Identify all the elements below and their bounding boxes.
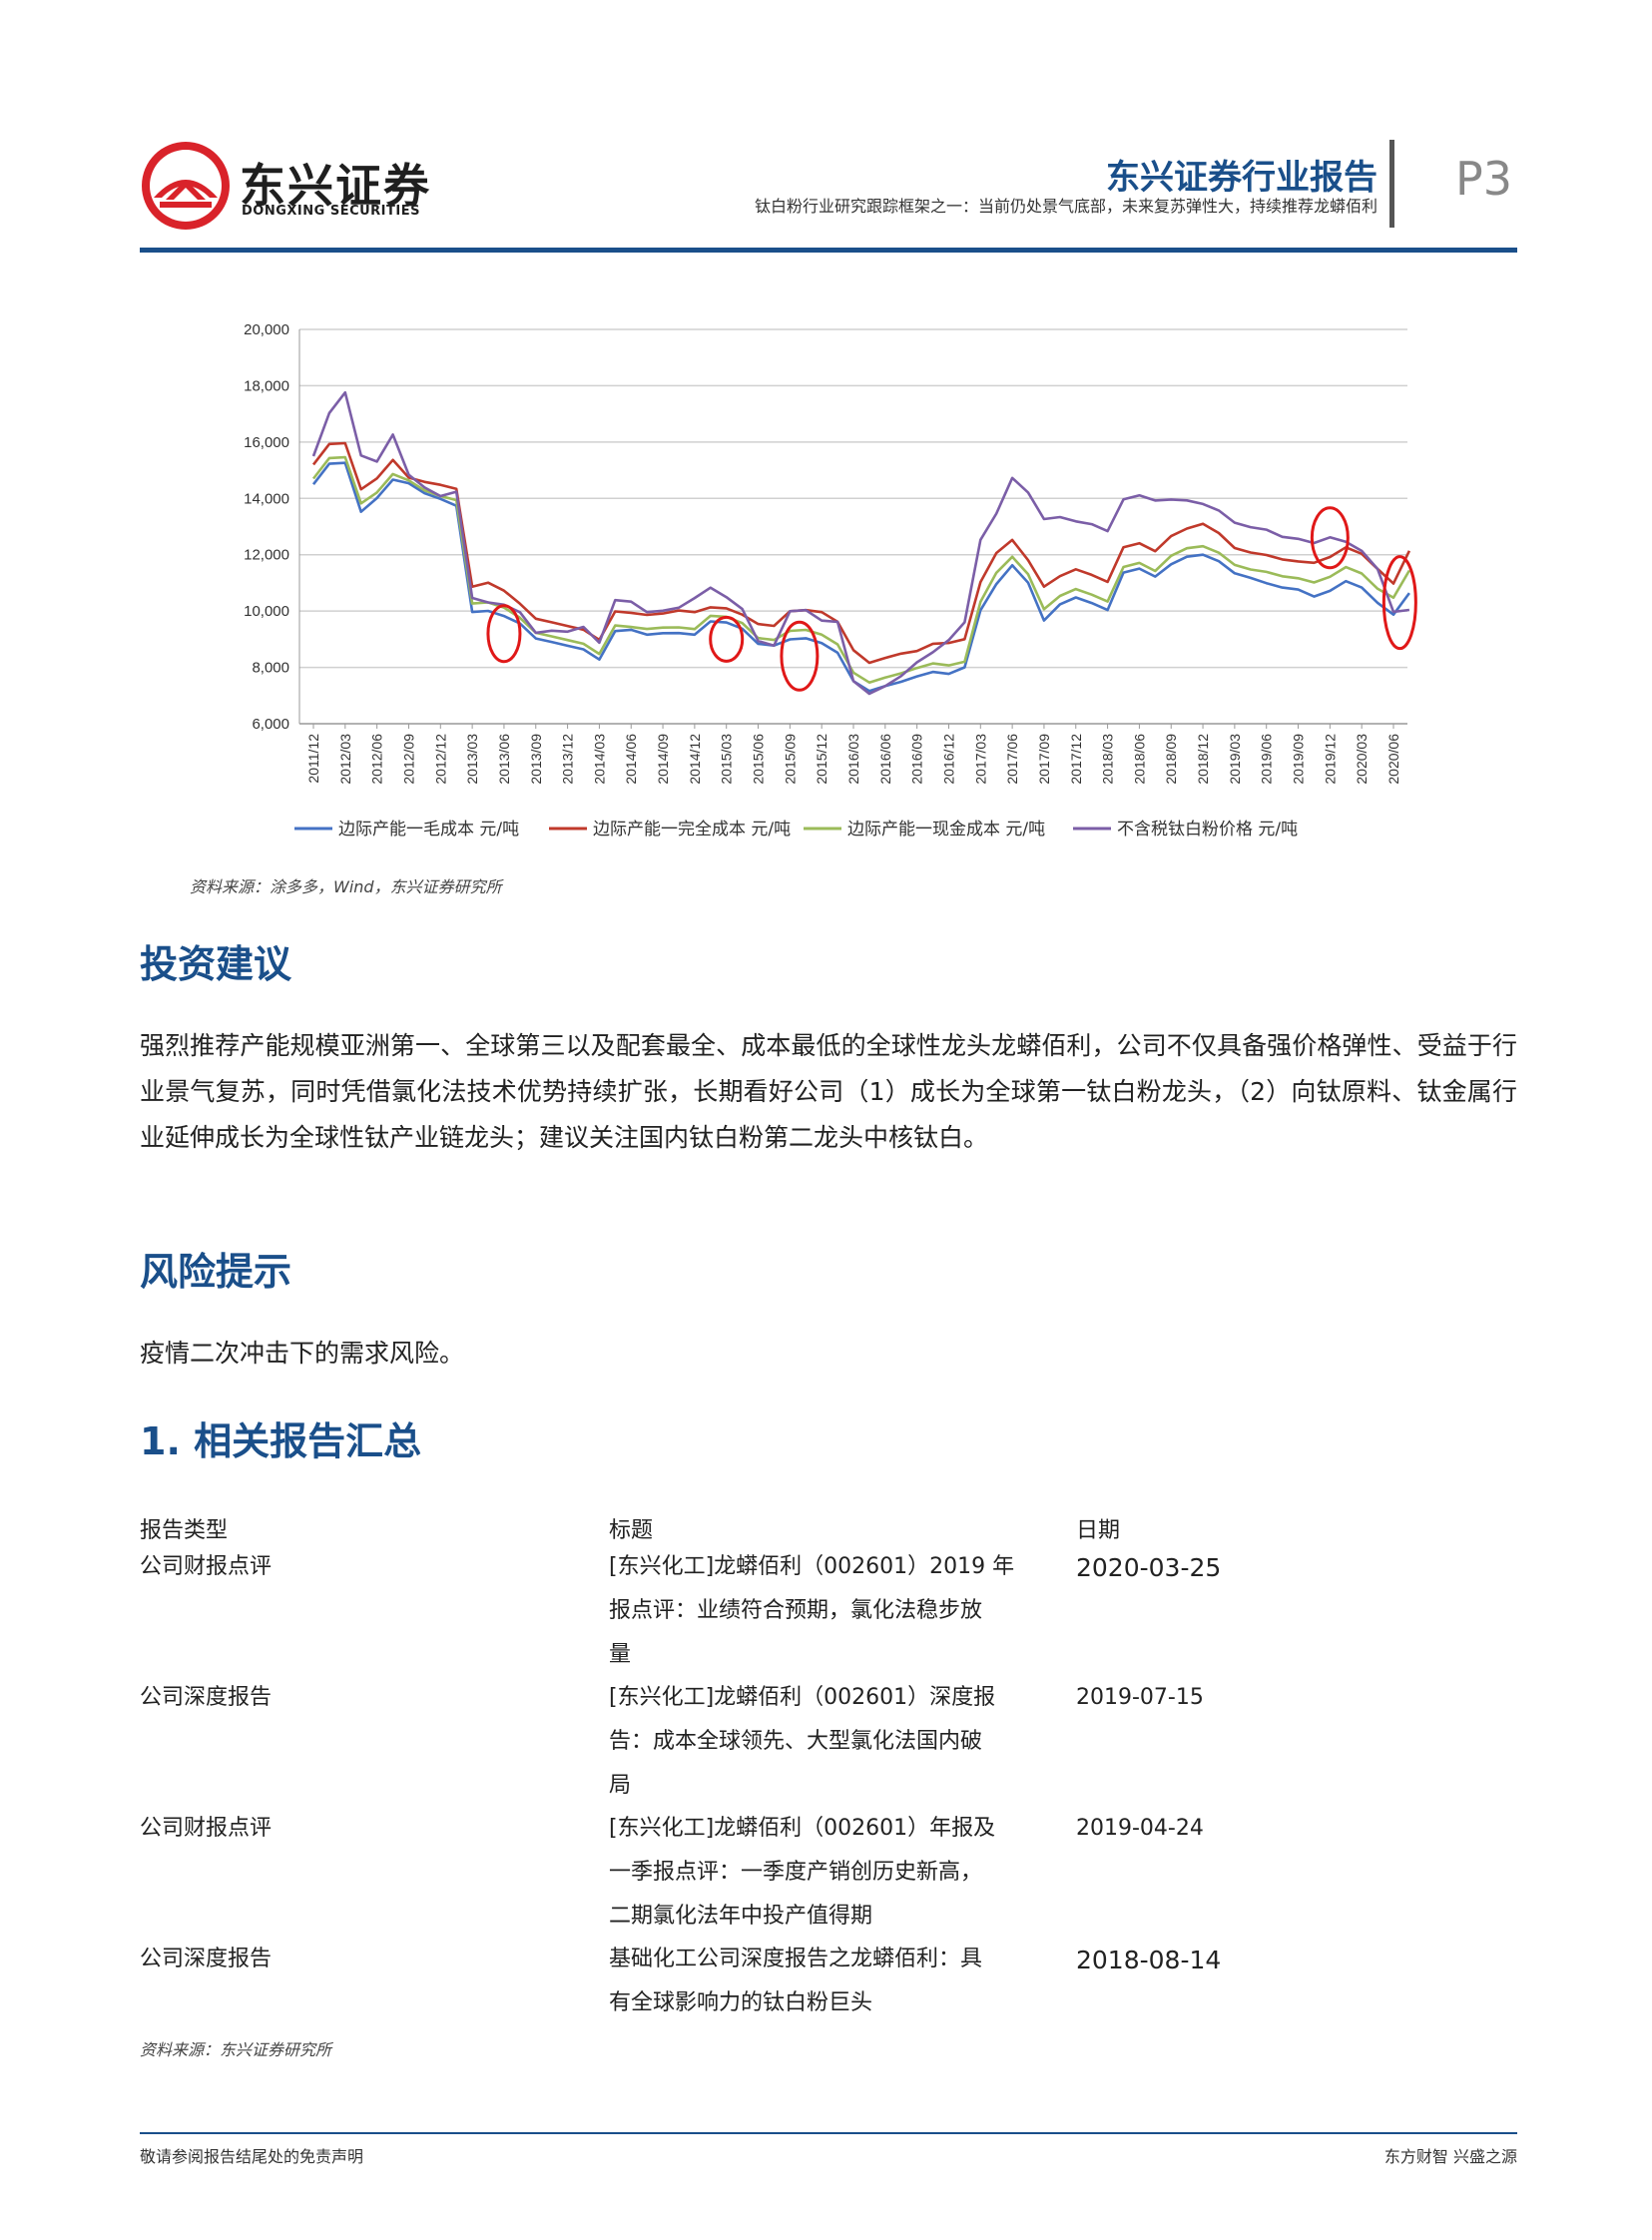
report-type-title: 东兴证券行业报告: [1106, 158, 1377, 198]
y-tick-label: 10,000: [244, 603, 289, 620]
annotation-circle: [486, 604, 522, 664]
logo-text-cn: 东兴证券: [240, 159, 431, 213]
legend-item: 边际产能一完全成本 元/吨: [549, 820, 791, 840]
table-row-type: 公司深度报告: [140, 1947, 273, 1971]
legend-item: 不含税钛白粉价格 元/吨: [1073, 820, 1298, 840]
invest-paragraph: 强烈推荐产能规模亚洲第一、全球第三以及配套最全、成本最低的全球性龙头龙蟒佰利，公…: [140, 1031, 1517, 1152]
x-tick-label: 2011/12: [305, 734, 321, 784]
table-row-date: 2020-03-25: [1076, 1553, 1222, 1582]
x-tick-label: 2012/12: [432, 734, 448, 785]
legend-item: 边际产能一现金成本 元/吨: [804, 820, 1045, 840]
x-tick-label: 2016/03: [845, 734, 861, 785]
logo-text-en: DONGXING SECURITIES: [242, 204, 420, 219]
legend-label: 边际产能一现金成本 元/吨: [847, 820, 1045, 840]
table-row-date: 2018-08-14: [1076, 1946, 1222, 1974]
logo-icon: [142, 142, 230, 230]
section-title-risk: 风险提示: [140, 1250, 292, 1294]
report-subtitle: 钛白粉行业研究跟踪框架之一：当前仍处景气底部，未来复苏弹性大，持续推荐龙蟒佰利: [754, 197, 1377, 216]
x-tick-label: 2016/06: [877, 734, 893, 785]
annotation-circle: [1381, 555, 1417, 651]
x-tick-label: 2017/09: [1036, 734, 1052, 785]
legend-label: 不含税钛白粉价格 元/吨: [1117, 820, 1298, 840]
x-tick-label: 2015/06: [751, 734, 767, 785]
table-source: 资料来源：东兴证券研究所: [140, 2040, 332, 2059]
table-row-type: 公司深度报告: [140, 1685, 273, 1710]
table-row-title: [东兴化工]龙蟒佰利（002601）深度报 告：成本全球领先、大型氯化法国内破 …: [609, 1685, 996, 1798]
x-tick-label: 2018/12: [1195, 734, 1211, 785]
x-tick-label: 2019/03: [1227, 734, 1243, 785]
x-tick-label: 2013/06: [496, 734, 512, 785]
table-row-date: 2019-07-15: [1076, 1685, 1204, 1710]
table-header-date: 日期: [1076, 1518, 1121, 1543]
y-tick-label: 20,000: [244, 321, 289, 338]
x-tick-label: 2015/03: [719, 734, 735, 785]
x-tick-label: 2016/12: [940, 734, 956, 785]
x-tick-label: 2015/12: [814, 734, 829, 785]
table-row-type: 公司财报点评: [140, 1554, 273, 1579]
x-tick-label: 2019/12: [1322, 734, 1338, 785]
table-header-title: 标题: [609, 1518, 654, 1543]
x-tick-label: 2015/09: [782, 734, 798, 785]
x-tick-label: 2016/09: [909, 734, 925, 785]
x-tick-label: 2012/03: [337, 734, 353, 785]
x-tick-label: 2017/03: [972, 734, 988, 785]
table-row-title: 基础化工公司深度报告之龙蟒佰利：具 有全球影响力的钛白粉巨头: [609, 1947, 983, 2015]
footer-rule: [140, 2132, 1517, 2134]
x-tick-label: 2014/06: [623, 734, 639, 785]
price-cost-chart: 20,000 18,000 16,000 14,000 12,000 10,000 8,00…: [244, 321, 1417, 840]
footer-disclaimer: 敬请参阅报告结尾处的免责声明: [140, 2147, 364, 2166]
x-tick-label: 2014/12: [687, 734, 703, 785]
y-tick-label: 12,000: [244, 547, 289, 564]
annotation-circle: [709, 615, 745, 663]
table-row-title: [东兴化工]龙蟒佰利（002601）2019 年 报点评：业绩符合预期，氯化法稳…: [609, 1554, 1015, 1667]
x-tick-label: 2013/12: [560, 734, 576, 785]
x-tick-label: 2020/06: [1385, 734, 1401, 785]
series-line: [311, 390, 1410, 696]
x-tick-label: 2018/06: [1131, 734, 1147, 785]
legend-label: 边际产能一毛成本 元/吨: [338, 820, 519, 840]
legend-item: 边际产能一毛成本 元/吨: [294, 820, 519, 840]
chart-source: 资料来源：涂多多，Wind，东兴证券研究所: [190, 877, 502, 896]
legend-label: 边际产能一完全成本 元/吨: [593, 820, 791, 840]
x-tick-label: 2020/03: [1354, 734, 1370, 785]
footer-slogan: 东方财智 兴盛之源: [1383, 2147, 1517, 2166]
series-line: [311, 455, 1411, 685]
section-title-reports: 1. 相关报告汇总: [140, 1419, 422, 1463]
y-tick-label: 16,000: [244, 434, 289, 451]
section-title-invest: 投资建议: [140, 942, 292, 986]
series-line: [311, 441, 1411, 665]
x-tick-label: 2019/06: [1259, 734, 1275, 785]
table-row-title: [东兴化工]龙蟒佰利（002601）年报及 一季报点评：一季度产销创历史新高， …: [609, 1816, 996, 1929]
risk-paragraph: 疫情二次冲击下的需求风险。: [140, 1339, 465, 1368]
table-header-type: 报告类型: [140, 1518, 229, 1543]
y-tick-label: 6,000: [252, 716, 289, 733]
y-tick-label: 18,000: [244, 377, 289, 394]
x-tick-label: 2014/03: [591, 734, 607, 785]
y-tick-label: 14,000: [244, 490, 289, 507]
x-tick-label: 2012/06: [369, 734, 385, 785]
x-tick-label: 2012/09: [400, 734, 416, 785]
annotation-circle: [780, 620, 820, 692]
x-tick-label: 2019/09: [1291, 734, 1307, 785]
annotation-circle: [1310, 506, 1350, 570]
x-tick-label: 2017/12: [1068, 734, 1084, 785]
header-rule: [140, 248, 1517, 253]
table-row-date: 2019-04-24: [1076, 1816, 1204, 1841]
x-tick-label: 2018/09: [1163, 734, 1179, 785]
x-tick-label: 2017/06: [1004, 734, 1020, 785]
x-tick-label: 2013/09: [528, 734, 544, 785]
x-tick-label: 2018/03: [1100, 734, 1116, 785]
y-tick-label: 8,000: [252, 660, 289, 677]
x-tick-label: 2013/03: [464, 734, 480, 785]
table-row-type: 公司财报点评: [140, 1816, 273, 1841]
page-number: P3: [1455, 152, 1513, 206]
header-divider: [1389, 140, 1394, 228]
x-tick-label: 2014/09: [655, 734, 671, 785]
